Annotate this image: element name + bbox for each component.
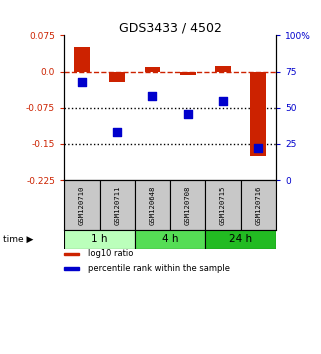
Bar bbox=[64, 252, 79, 255]
Text: time ▶: time ▶ bbox=[3, 235, 34, 244]
Point bbox=[150, 93, 155, 99]
Point bbox=[256, 145, 261, 151]
Bar bbox=[205, 180, 241, 230]
Text: GSM120716: GSM120716 bbox=[256, 185, 261, 225]
Bar bbox=[170, 180, 205, 230]
Bar bbox=[74, 47, 90, 72]
Text: percentile rank within the sample: percentile rank within the sample bbox=[88, 264, 230, 273]
Text: GSM120648: GSM120648 bbox=[150, 185, 155, 225]
Bar bbox=[135, 180, 170, 230]
Title: GDS3433 / 4502: GDS3433 / 4502 bbox=[119, 21, 221, 34]
Text: GSM120710: GSM120710 bbox=[79, 185, 85, 225]
Text: 24 h: 24 h bbox=[229, 234, 252, 245]
Text: GSM120708: GSM120708 bbox=[185, 185, 191, 225]
Text: 1 h: 1 h bbox=[91, 234, 108, 245]
Bar bbox=[64, 180, 100, 230]
Text: GSM120711: GSM120711 bbox=[114, 185, 120, 225]
Text: 4 h: 4 h bbox=[162, 234, 178, 245]
Bar bbox=[241, 180, 276, 230]
Bar bbox=[64, 230, 135, 249]
Point bbox=[79, 79, 84, 85]
Point bbox=[115, 130, 120, 135]
Bar bbox=[109, 72, 125, 82]
Bar bbox=[144, 67, 160, 72]
Bar bbox=[250, 72, 266, 156]
Bar bbox=[64, 268, 79, 270]
Point bbox=[185, 111, 190, 116]
Point bbox=[221, 98, 226, 103]
Bar bbox=[205, 230, 276, 249]
Text: GSM120715: GSM120715 bbox=[220, 185, 226, 225]
Bar bbox=[215, 66, 231, 72]
Bar bbox=[135, 230, 205, 249]
Bar bbox=[100, 180, 135, 230]
Text: log10 ratio: log10 ratio bbox=[88, 249, 133, 258]
Bar bbox=[180, 72, 196, 75]
